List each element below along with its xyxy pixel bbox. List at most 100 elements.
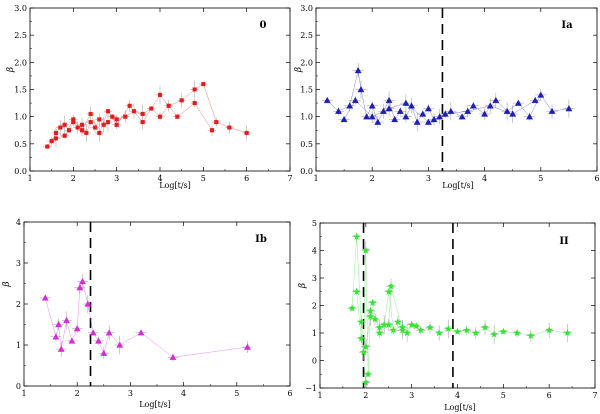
data-point	[469, 102, 477, 109]
series-line	[129, 105, 143, 123]
data-point	[526, 331, 535, 340]
data-point	[55, 320, 63, 328]
data-point	[396, 107, 404, 114]
data-point	[140, 120, 145, 125]
data-point	[407, 320, 416, 329]
data-point	[424, 105, 432, 112]
y-tick-label: 3	[16, 259, 21, 268]
data-point	[166, 103, 171, 108]
series-line	[357, 70, 362, 90]
panel-ia: 1 2 3 4 5 6 0.0 0.5 1.0 1.5 2.0 2.5 3.0 Ia Log[t/s] β	[294, 4, 600, 190]
series-line	[216, 121, 230, 128]
data-point	[127, 103, 132, 108]
data-points	[321, 62, 575, 132]
data-point	[84, 130, 89, 136]
x-tick-label: 1	[317, 391, 322, 400]
x-tick-label: 1	[27, 174, 32, 183]
data-point	[354, 66, 362, 74]
data-point	[402, 99, 410, 106]
series-line	[390, 286, 403, 331]
y-axis-label: β	[298, 283, 308, 289]
series-line	[356, 291, 362, 339]
x-tick-label: 4	[181, 389, 186, 398]
x-axis-label: Log[t/s]	[442, 181, 474, 190]
data-point	[402, 113, 410, 120]
data-point	[157, 92, 163, 97]
data-point	[545, 326, 554, 334]
series-line	[66, 320, 73, 341]
data-point	[68, 337, 76, 344]
data-point	[79, 277, 86, 285]
data-point	[105, 109, 111, 114]
data-point	[514, 99, 522, 106]
data-point	[244, 130, 249, 136]
y-tick-label: 1	[312, 329, 317, 338]
series-line	[467, 105, 491, 112]
x-axis-label: Log[t/s]	[444, 403, 476, 412]
series-line	[203, 83, 217, 123]
data-point	[63, 316, 71, 324]
data-point	[79, 128, 85, 133]
data-point	[384, 320, 393, 329]
data-point	[123, 114, 128, 119]
y-tick-label: 0.5	[300, 140, 313, 149]
series-line	[540, 94, 553, 112]
data-point	[363, 113, 371, 120]
series-line	[58, 324, 62, 350]
x-tick-label: 5	[234, 389, 239, 398]
y-tick-label: 3.0	[14, 4, 27, 13]
data-point	[359, 348, 368, 356]
data-point	[137, 329, 145, 336]
series-line	[90, 113, 100, 134]
data-point	[375, 328, 384, 337]
data-point	[548, 107, 556, 114]
x-tick-label: 2	[370, 174, 375, 183]
data-point	[49, 139, 54, 144]
y-tick-label: 0	[16, 382, 21, 391]
data-point	[179, 98, 184, 103]
data-point	[368, 298, 377, 307]
data-point	[389, 326, 398, 334]
data-point	[387, 282, 395, 290]
series-line	[363, 250, 367, 353]
y-tick-label: 4	[312, 247, 317, 256]
data-point	[335, 107, 342, 114]
series-line	[388, 291, 394, 331]
data-point	[374, 118, 382, 125]
series-line	[343, 100, 356, 120]
data-point	[563, 328, 572, 337]
series-line	[360, 89, 367, 117]
series-line	[81, 113, 91, 131]
data-point	[192, 101, 197, 106]
series-line	[552, 108, 569, 112]
data-point	[371, 315, 379, 323]
data-points	[347, 232, 573, 389]
data-point	[426, 323, 434, 331]
series-line	[140, 332, 174, 358]
data-point	[41, 294, 49, 301]
data-point	[62, 122, 67, 127]
series-line	[367, 310, 371, 375]
data-point	[105, 329, 113, 336]
x-tick-label: 3	[426, 174, 431, 183]
series-line	[355, 100, 373, 117]
data-point	[97, 130, 102, 136]
series-line	[349, 70, 359, 106]
series-line	[103, 332, 110, 354]
panel-title: Ia	[561, 20, 573, 31]
x-tick-label: 3	[409, 391, 414, 400]
data-point	[486, 102, 494, 109]
data-point	[101, 122, 106, 127]
panel-0: 1 2 3 4 5 6 7 0.0 0.5 1.0 1.5 2.0 2.5 3.0 0 Log[t/s] β	[6, 4, 293, 190]
y-axis-label: β	[294, 67, 304, 73]
x-tick-label: 1	[313, 174, 318, 183]
data-point	[430, 115, 438, 123]
data-point	[368, 113, 376, 120]
y-tick-label: 2	[312, 302, 317, 311]
series-line	[99, 111, 109, 134]
data-point	[88, 111, 93, 117]
data-point	[323, 96, 331, 104]
y-tick-label: 5	[312, 219, 317, 228]
data-point	[97, 117, 102, 122]
